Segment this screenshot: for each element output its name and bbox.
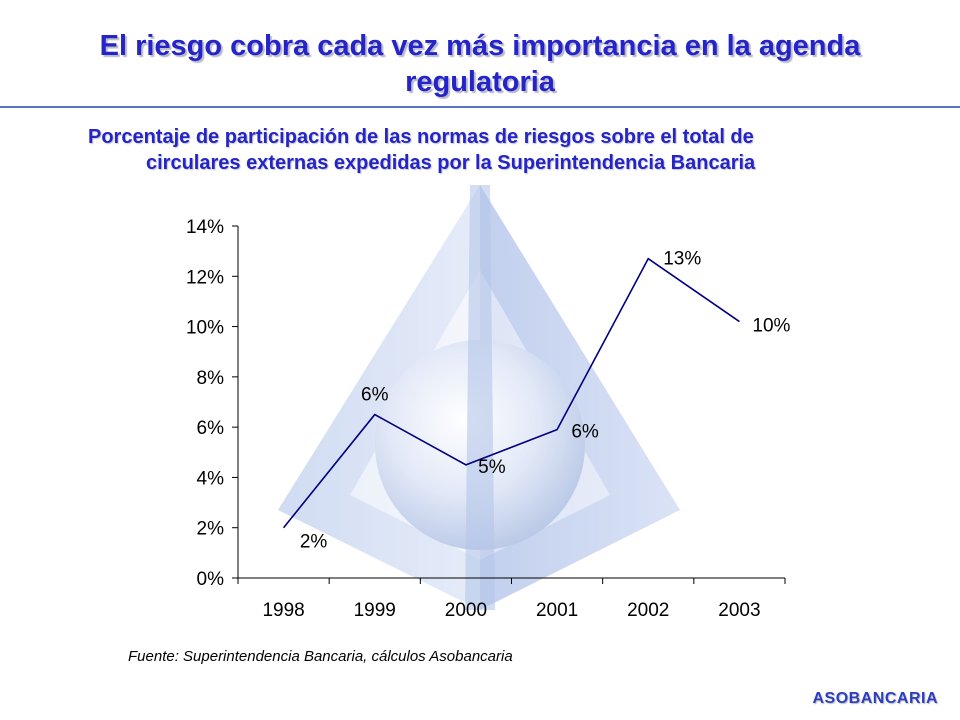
x-tick-label: 1999	[354, 600, 396, 621]
y-tick-label: 6%	[197, 418, 225, 439]
x-tick-label: 2003	[718, 600, 760, 621]
y-tick-label: 14%	[186, 217, 224, 238]
x-tick-label: 2000	[445, 600, 487, 621]
y-tick-label: 10%	[186, 318, 224, 339]
data-label: 6%	[361, 385, 389, 406]
y-tick-label: 12%	[186, 267, 224, 288]
title-divider	[0, 106, 960, 108]
chart-subtitle: Porcentaje de participación de las norma…	[88, 124, 888, 176]
y-tick-label: 8%	[197, 368, 225, 389]
series-line	[282, 257, 740, 529]
y-axis-labels: 0% 2% 4% 6% 8% 10% 12% 14%	[186, 217, 224, 590]
data-label: 13%	[663, 249, 701, 270]
data-label: 10%	[752, 316, 790, 337]
x-tick-label: 2002	[627, 600, 669, 621]
slide-title: El riesgo cobra cada vez más importancia…	[99, 30, 861, 98]
source-note: Fuente: Superintendencia Bancaria, cálcu…	[128, 648, 513, 665]
y-tick-label: 4%	[197, 468, 225, 489]
brand-logo-text: ASOBANCARIA	[812, 690, 938, 707]
x-axis-labels: 1998 1999 2000 2001 2002 2003	[262, 600, 760, 621]
data-label: 5%	[478, 457, 506, 478]
watermark-logo	[278, 185, 680, 610]
subtitle-line-2: circulares externas expedidas por la Sup…	[146, 152, 756, 174]
y-tick-label: 2%	[197, 519, 225, 540]
x-tick-label: 1998	[262, 600, 304, 621]
data-labels: 2% 6% 5% 6% 13% 10%	[300, 249, 791, 553]
data-label: 6%	[571, 422, 599, 443]
data-label: 2%	[300, 532, 328, 553]
x-tick-label: 2001	[536, 600, 578, 621]
y-tick-label: 0%	[197, 569, 225, 590]
series-line-group	[282, 257, 740, 529]
chart-axes	[232, 225, 786, 584]
subtitle-line-1: Porcentaje de participación de las norma…	[88, 126, 754, 148]
